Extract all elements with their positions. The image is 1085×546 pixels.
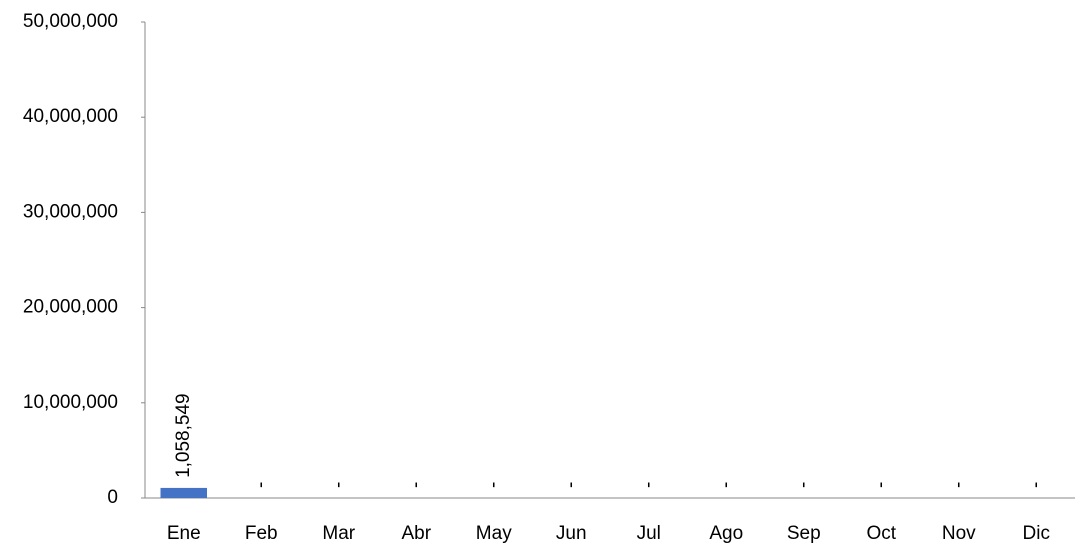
data-label: - <box>328 482 349 488</box>
data-label: 1,058,549 <box>173 393 194 478</box>
y-tick-label: 0 <box>107 487 118 508</box>
data-label: - <box>405 482 426 488</box>
bar <box>160 487 207 498</box>
x-tick-label: Mar <box>322 523 355 544</box>
x-tick-label: Dic <box>1023 523 1050 544</box>
data-label: - <box>948 482 969 488</box>
x-tick-label: May <box>476 523 512 544</box>
data-label: - <box>560 482 581 488</box>
y-tick-label: 10,000,000 <box>23 392 118 413</box>
y-tick-label: 20,000,000 <box>23 297 118 318</box>
x-tick-label: Nov <box>942 523 976 544</box>
y-tick-label: 40,000,000 <box>23 106 118 127</box>
x-tick-label: Sep <box>787 523 821 544</box>
y-tick-label: 50,000,000 <box>23 11 118 32</box>
x-tick-label: Ago <box>709 523 743 544</box>
x-tick-label: Jun <box>556 523 587 544</box>
x-tick-label: Ene <box>167 523 201 544</box>
data-label: - <box>250 482 271 488</box>
y-tick-label: 30,000,000 <box>23 201 118 222</box>
x-tick-label: Abr <box>401 523 431 544</box>
data-label: - <box>793 482 814 488</box>
data-label: - <box>870 482 891 488</box>
data-label: - <box>1025 482 1046 488</box>
data-label: - <box>715 482 736 488</box>
data-label: - <box>638 482 659 488</box>
data-label: - <box>483 482 504 488</box>
x-tick-label: Jul <box>637 523 661 544</box>
x-tick-label: Oct <box>866 523 896 544</box>
x-tick-label: Feb <box>245 523 278 544</box>
